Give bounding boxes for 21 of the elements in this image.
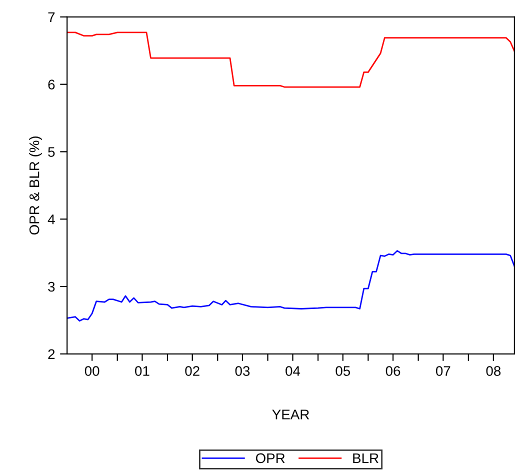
x-tick-label: 02 — [185, 366, 200, 376]
y-tick-label: 2 — [48, 349, 55, 359]
y-tick-label: 3 — [48, 282, 55, 292]
x-tick-label: 01 — [135, 366, 150, 376]
x-tick-label: 07 — [436, 366, 450, 376]
x-tick-label: 05 — [336, 366, 350, 376]
legend-label: OPR — [256, 453, 285, 464]
x-tick-label: 04 — [286, 366, 300, 376]
legend-label: BLR — [353, 453, 378, 463]
y-axis-title: OPR & BLR (%) — [29, 136, 42, 235]
y-tick-label: 4 — [48, 214, 55, 224]
x-tick-label: 03 — [235, 366, 250, 376]
x-tick-label: 08 — [486, 366, 501, 376]
x-tick-label: 06 — [386, 366, 400, 376]
line-series — [67, 250, 514, 322]
y-tick-label: 6 — [48, 80, 55, 90]
y-tick-label: 5 — [48, 147, 55, 157]
x-axis-title: YEAR — [272, 410, 310, 420]
y-tick-label: 7 — [48, 12, 55, 22]
x-tick-label: 00 — [84, 366, 100, 376]
line-series — [67, 32, 514, 88]
